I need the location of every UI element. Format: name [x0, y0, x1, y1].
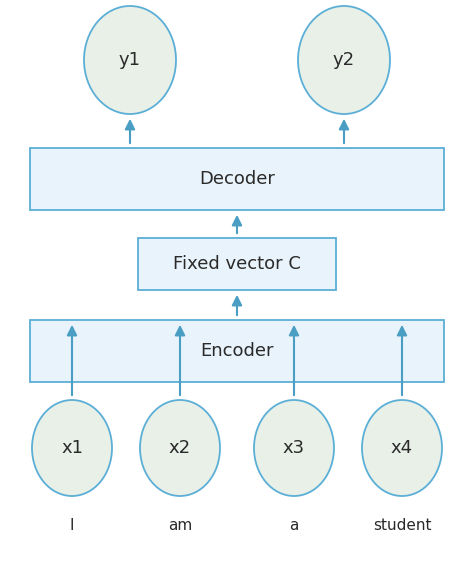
Ellipse shape	[32, 400, 112, 496]
Text: Encoder: Encoder	[200, 342, 274, 360]
Text: Decoder: Decoder	[199, 170, 275, 188]
Text: x1: x1	[61, 439, 83, 457]
Ellipse shape	[362, 400, 442, 496]
Text: y1: y1	[119, 51, 141, 69]
Ellipse shape	[140, 400, 220, 496]
FancyBboxPatch shape	[30, 320, 444, 382]
Text: student: student	[373, 518, 431, 533]
Text: y2: y2	[333, 51, 355, 69]
FancyBboxPatch shape	[30, 148, 444, 210]
Text: am: am	[168, 518, 192, 533]
FancyBboxPatch shape	[138, 238, 336, 290]
Text: Fixed vector C: Fixed vector C	[173, 255, 301, 273]
Text: x4: x4	[391, 439, 413, 457]
Ellipse shape	[298, 6, 390, 114]
Text: x3: x3	[283, 439, 305, 457]
Ellipse shape	[254, 400, 334, 496]
Text: x2: x2	[169, 439, 191, 457]
Text: a: a	[289, 518, 299, 533]
Ellipse shape	[84, 6, 176, 114]
Text: I: I	[70, 518, 74, 533]
